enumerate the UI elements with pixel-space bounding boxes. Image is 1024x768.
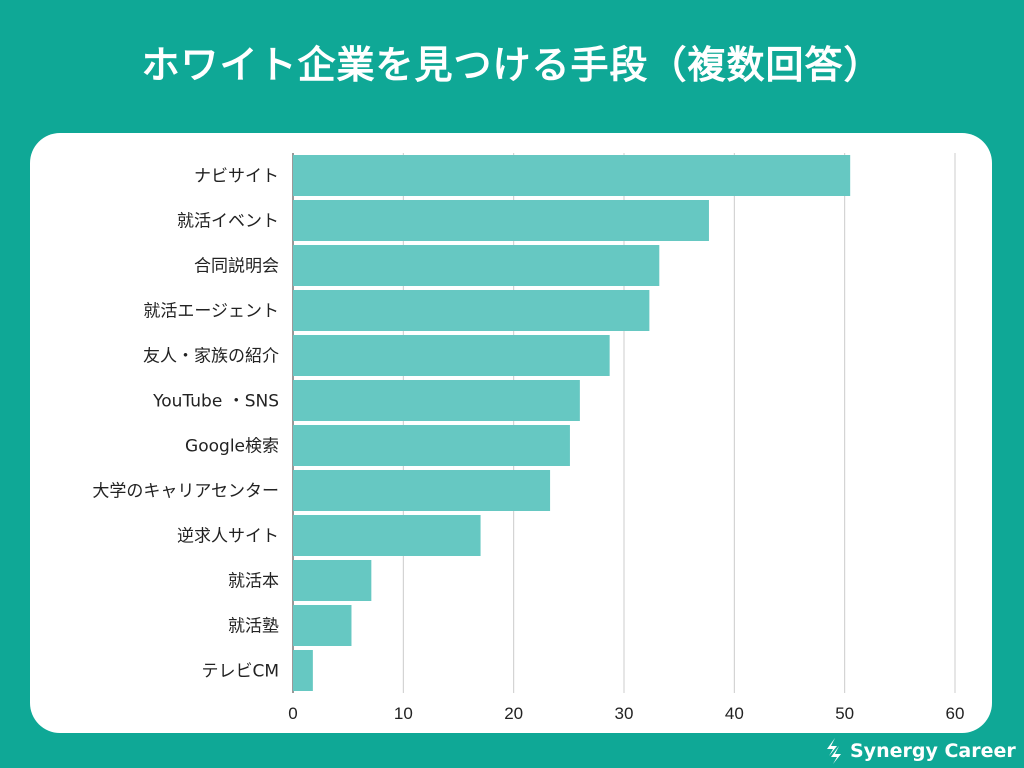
x-tick-label: 10 [394, 704, 413, 723]
category-label: 就活塾 [228, 616, 279, 637]
bar [293, 425, 570, 466]
bar [293, 515, 481, 556]
synergy-logo-icon [827, 738, 841, 764]
bar [293, 380, 580, 421]
category-label: 逆求人サイト [177, 527, 279, 547]
bar [293, 335, 610, 376]
bar [293, 200, 709, 241]
category-label: テレビCM [201, 662, 279, 682]
category-label: Google検索 [185, 437, 279, 457]
category-label: 就活本 [228, 572, 279, 592]
category-label: ナビサイト [194, 167, 279, 187]
x-tick-label: 40 [725, 704, 744, 723]
category-label: 就活エージェント [143, 302, 279, 322]
bar [293, 155, 851, 196]
category-label: 友人・家族の紹介 [143, 347, 279, 367]
chart-card: 0 10 20 30 40 50 60 ナビサイト就活イベント合同説明会就活エージェント 友人・… [30, 133, 992, 733]
x-tick-label: 0 [288, 704, 297, 723]
bar [293, 470, 551, 511]
x-tick-label: 20 [504, 704, 523, 723]
bar [293, 245, 660, 286]
category-label: YouTube ・SNS [152, 392, 279, 412]
x-tick-label: 50 [835, 704, 854, 723]
bar-chart: 0 10 20 30 40 50 60 ナビサイト就活イベント合同説明会就活エージェント友人・… [92, 153, 965, 723]
bar [293, 290, 650, 331]
category-label: 就活イベント [177, 212, 279, 232]
category-label: 合同説明会 [194, 257, 279, 277]
brand-name: Synergy Career [850, 740, 1016, 762]
bar [293, 560, 372, 601]
brand: Synergy Career [824, 737, 1016, 765]
x-tick-label: 60 [946, 704, 965, 723]
category-label: 大学のキャリアセンター [92, 482, 279, 502]
page-title: ホワイト企業を見つける手段（複数回答） [141, 43, 883, 87]
x-tick-label: 30 [615, 704, 634, 723]
bar [293, 650, 313, 691]
bar [293, 605, 352, 646]
